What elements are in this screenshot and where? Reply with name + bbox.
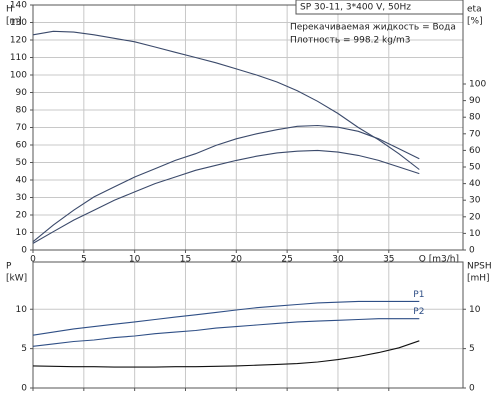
y2-tick-label: 0 — [469, 246, 475, 256]
y2-axis-unit: [mH] — [467, 274, 490, 284]
y2-tick-label: 60 — [469, 146, 481, 156]
y-tick-label: 30 — [16, 193, 28, 203]
y-tick-label: 50 — [16, 158, 28, 168]
info-text: Перекачиваемая жидкость = Вода — [290, 23, 456, 33]
y2-tick-label: 0 — [469, 384, 475, 394]
series-line — [32, 30, 420, 170]
x-tick-label: 15 — [180, 255, 191, 265]
series-line — [32, 149, 420, 244]
y-axis-unit: [m] — [6, 17, 22, 27]
y-tick-label: 120 — [10, 36, 27, 46]
y2-tick-label: 100 — [469, 80, 486, 90]
x-tick-label: 10 — [129, 255, 141, 265]
y2-tick-label: 80 — [469, 113, 481, 123]
series-label: P2 — [413, 307, 424, 317]
y2-tick-label: 30 — [469, 196, 481, 206]
x-tick-label: 20 — [231, 255, 243, 265]
y2-axis-label: NPSH — [467, 262, 492, 272]
y-tick-label: 0 — [21, 246, 27, 256]
x-tick-label: 30 — [332, 255, 344, 265]
x-tick-label: 5 — [81, 255, 87, 265]
y-tick-label: 80 — [16, 106, 28, 116]
y-tick-label: 130 — [10, 18, 27, 28]
y-tick-label: 5 — [21, 344, 27, 354]
series-line — [32, 318, 420, 347]
y-tick-label: 100 — [10, 71, 27, 81]
series-line — [32, 124, 420, 243]
info-text: SP 30-11, 3*400 V, 50Hz — [300, 3, 411, 13]
y-tick-label: 110 — [10, 53, 27, 63]
y-tick-label: 60 — [16, 141, 28, 151]
y-axis-label: H — [6, 5, 13, 15]
x-tick-label: 35 — [383, 255, 394, 265]
y2-tick-label: 40 — [469, 179, 481, 189]
y2-tick-label: 90 — [469, 96, 481, 106]
plot-frame — [32, 4, 464, 251]
info-box — [295, 0, 464, 15]
series-line — [32, 340, 420, 368]
y-axis-unit: [kW] — [6, 274, 27, 284]
series-line — [32, 300, 420, 336]
plot-frame — [32, 261, 464, 389]
y2-tick-label: 70 — [469, 129, 481, 139]
y-tick-label: 10 — [16, 305, 28, 315]
y2-axis-label: eta — [467, 5, 482, 15]
y2-tick-label: 10 — [469, 229, 481, 239]
y-axis-label: P — [6, 262, 12, 272]
x-tick-label: 0 — [30, 255, 36, 265]
y-tick-label: 0 — [21, 384, 27, 394]
y-tick-label: 10 — [16, 228, 28, 238]
x-axis-label: Q [m3/h] — [419, 255, 459, 265]
y2-tick-label: 20 — [469, 212, 481, 222]
y2-tick-label: 5 — [469, 344, 475, 354]
y2-tick-label: 50 — [469, 163, 481, 173]
x-tick-label: 25 — [281, 255, 292, 265]
y2-tick-label: 10 — [469, 305, 481, 315]
info-text: Плотность = 998.2 kg/m3 — [290, 36, 411, 46]
y-tick-label: 20 — [16, 211, 28, 221]
y-tick-label: 90 — [16, 88, 28, 98]
y-tick-label: 140 — [10, 1, 27, 11]
series-label: P1 — [413, 290, 424, 300]
y-tick-label: 40 — [16, 176, 28, 186]
y-tick-label: 70 — [16, 123, 28, 133]
y2-axis-unit: [%] — [467, 17, 483, 27]
